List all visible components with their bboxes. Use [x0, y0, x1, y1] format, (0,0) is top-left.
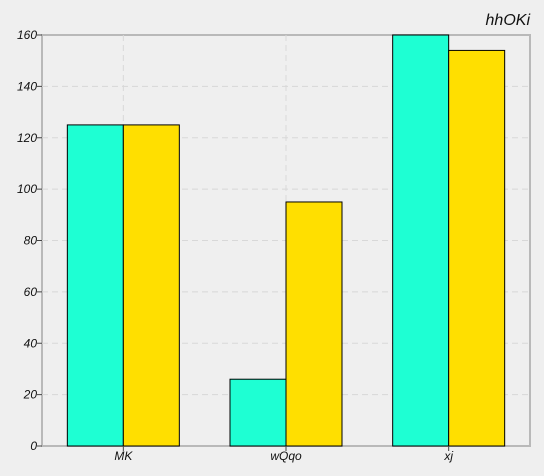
y-tick-label: 100	[17, 182, 37, 196]
y-tick-label: 0	[30, 439, 37, 453]
y-tick-label: 120	[17, 131, 37, 145]
x-axis-ticks: MK wQqo xj	[114, 446, 453, 463]
x-tick-label: xj	[443, 449, 453, 463]
y-tick-label: 140	[17, 79, 37, 93]
bar	[448, 49, 506, 447]
bars	[66, 34, 506, 447]
bar	[285, 201, 343, 447]
y-tick-label: 80	[24, 234, 38, 248]
bar	[66, 124, 124, 447]
x-tick-label: wQqo	[270, 449, 302, 463]
y-tick-label: 160	[17, 28, 37, 42]
y-tick-label: 20	[23, 388, 38, 402]
y-axis-ticks: 0 20 40 60 80 100 120 140 160	[17, 28, 42, 453]
x-tick-label: MK	[114, 449, 133, 463]
bar	[392, 34, 450, 447]
chart-title: hhOKi	[486, 12, 531, 29]
bar	[229, 378, 287, 447]
y-tick-label: 60	[24, 285, 38, 299]
bar	[122, 124, 180, 447]
y-tick-label: 40	[24, 336, 38, 350]
